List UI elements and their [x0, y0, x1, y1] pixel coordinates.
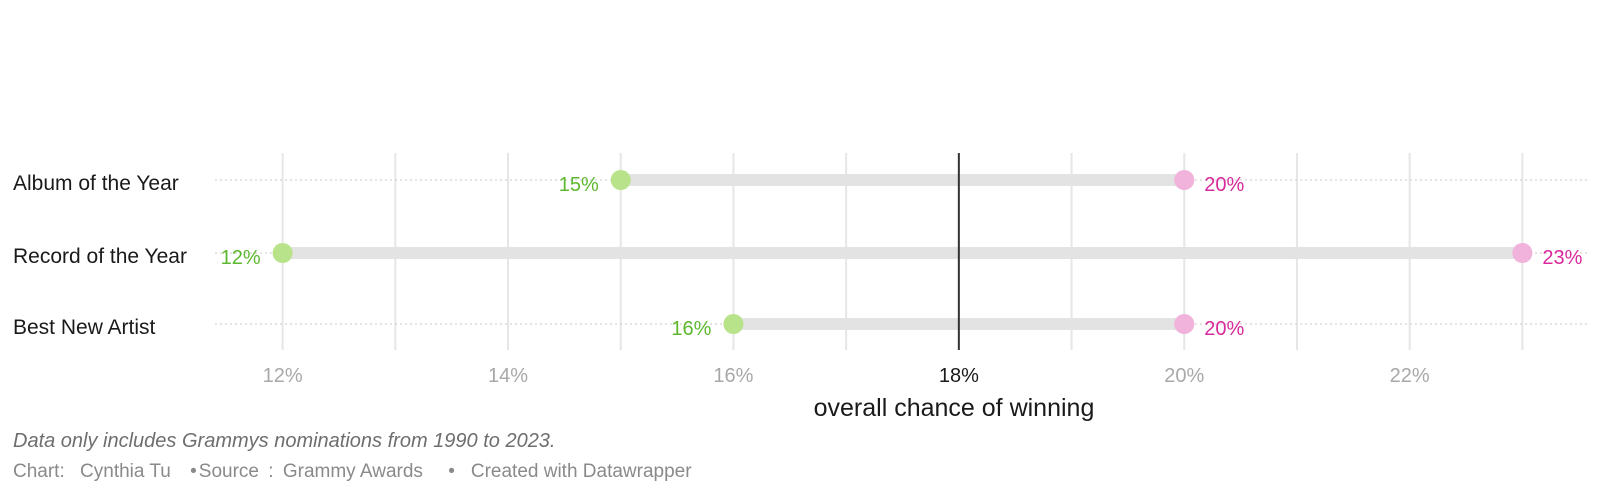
- range-bars: [282, 174, 1523, 330]
- end-point: [1174, 314, 1195, 334]
- x-tick-label: 20%: [1164, 365, 1204, 387]
- row-label: Record of the Year: [13, 245, 187, 268]
- dumbbell-chart: 15% 20% 12% 23% 16% 20% Album of the Year Reco…: [13, 153, 1590, 422]
- end-point: [1174, 170, 1195, 190]
- start-value-label: 15%: [559, 174, 599, 196]
- x-tick-label: 12%: [263, 365, 303, 387]
- start-point: [272, 243, 293, 263]
- chart-label: Chart:: [13, 461, 65, 482]
- end-point: [1512, 243, 1533, 263]
- x-tick-label: 16%: [713, 365, 753, 387]
- end-value-label: 23%: [1542, 247, 1582, 269]
- created-with-link[interactable]: Created with Datawrapper: [470, 461, 692, 482]
- x-tick-label: 22%: [1390, 365, 1430, 387]
- end-value-label: 20%: [1204, 174, 1244, 196]
- bullet-2: •: [448, 461, 455, 482]
- start-point: [723, 314, 744, 334]
- chart-author: Cynthia Tu: [80, 461, 171, 482]
- start-point: [610, 170, 631, 190]
- source-name: Grammy Awards: [282, 461, 423, 482]
- source-colon: :: [268, 461, 274, 482]
- row-labels: Album of the Year Record of the Year Best …: [13, 172, 187, 339]
- x-tick-label: 14%: [488, 365, 528, 387]
- end-value-label: 20%: [1204, 318, 1244, 340]
- x-axis-title: overall chance of winning: [814, 394, 1095, 422]
- chart-note: Data only includes Grammys nominations f…: [13, 430, 556, 452]
- x-axis-ticks: 12% 14% 16% 18% 20% 22%: [263, 365, 1430, 387]
- value-labels: 15% 20% 12% 23% 16% 20%: [221, 174, 1583, 340]
- row-label: Album of the Year: [13, 172, 179, 195]
- source-label: Source: [198, 461, 259, 482]
- bullet-1: •: [190, 461, 197, 482]
- row-label: Best New Artist: [13, 316, 156, 339]
- x-tick-label: 18%: [939, 365, 979, 387]
- start-value-label: 12%: [221, 247, 261, 269]
- start-value-label: 16%: [671, 318, 711, 340]
- data-points: [272, 170, 1533, 334]
- chart-credits: Chart: Cynthia Tu • Source : Grammy Award…: [13, 461, 696, 483]
